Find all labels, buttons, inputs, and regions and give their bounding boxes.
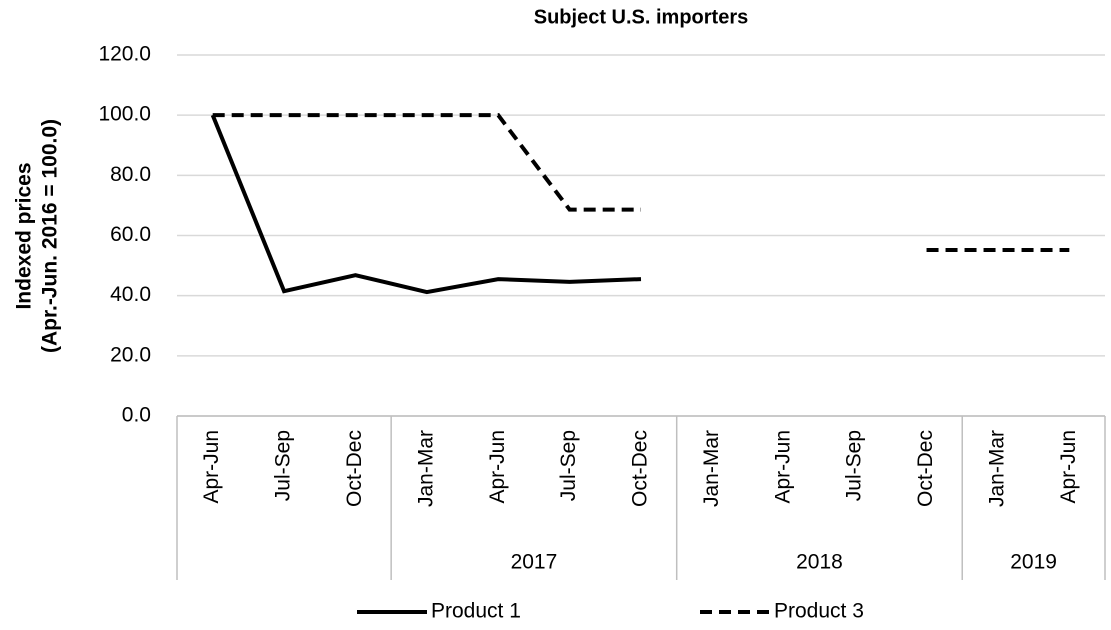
legend-label: Product 1 xyxy=(431,600,521,623)
x-tick-label: Jul-Sep xyxy=(843,430,866,501)
x-tick-label: Jan-Mar xyxy=(700,430,723,507)
legend-label: Product 3 xyxy=(774,600,864,623)
x-tick-label: Oct-Dec xyxy=(914,430,937,507)
group-label: 2017 xyxy=(511,551,558,574)
group-label: 2018 xyxy=(796,551,843,574)
x-tick-label: Jul-Sep xyxy=(272,430,295,501)
x-tick-label: Apr-Jun xyxy=(1057,430,1080,504)
y-axis-label: (Apr.-Jun. 2016 = 100.0) xyxy=(39,119,62,353)
y-axis-label: Indexed prices xyxy=(13,162,36,309)
x-tick-label: Apr-Jun xyxy=(200,430,223,504)
x-tick-label: Apr-Jun xyxy=(771,430,794,504)
y-tick-label: 60.0 xyxy=(110,223,151,246)
group-label: 2019 xyxy=(1010,551,1057,574)
x-tick-label: Oct-Dec xyxy=(343,430,366,507)
chart-title: Subject U.S. importers xyxy=(534,6,749,28)
y-tick-label: 100.0 xyxy=(98,103,151,126)
x-tick-label: Jan-Mar xyxy=(414,430,437,507)
y-tick-label: 20.0 xyxy=(110,343,151,366)
y-tick-label: 80.0 xyxy=(110,163,151,186)
x-tick-label: Apr-Jun xyxy=(486,430,509,504)
y-tick-label: 0.0 xyxy=(122,404,151,427)
series-line xyxy=(212,113,1070,252)
x-tick-label: Jul-Sep xyxy=(557,430,580,501)
y-tick-label: 120.0 xyxy=(98,43,151,66)
x-tick-label: Jan-Mar xyxy=(985,430,1008,507)
y-tick-label: 40.0 xyxy=(110,283,151,306)
series-line xyxy=(210,114,642,295)
x-tick-label: Oct-Dec xyxy=(629,430,652,507)
